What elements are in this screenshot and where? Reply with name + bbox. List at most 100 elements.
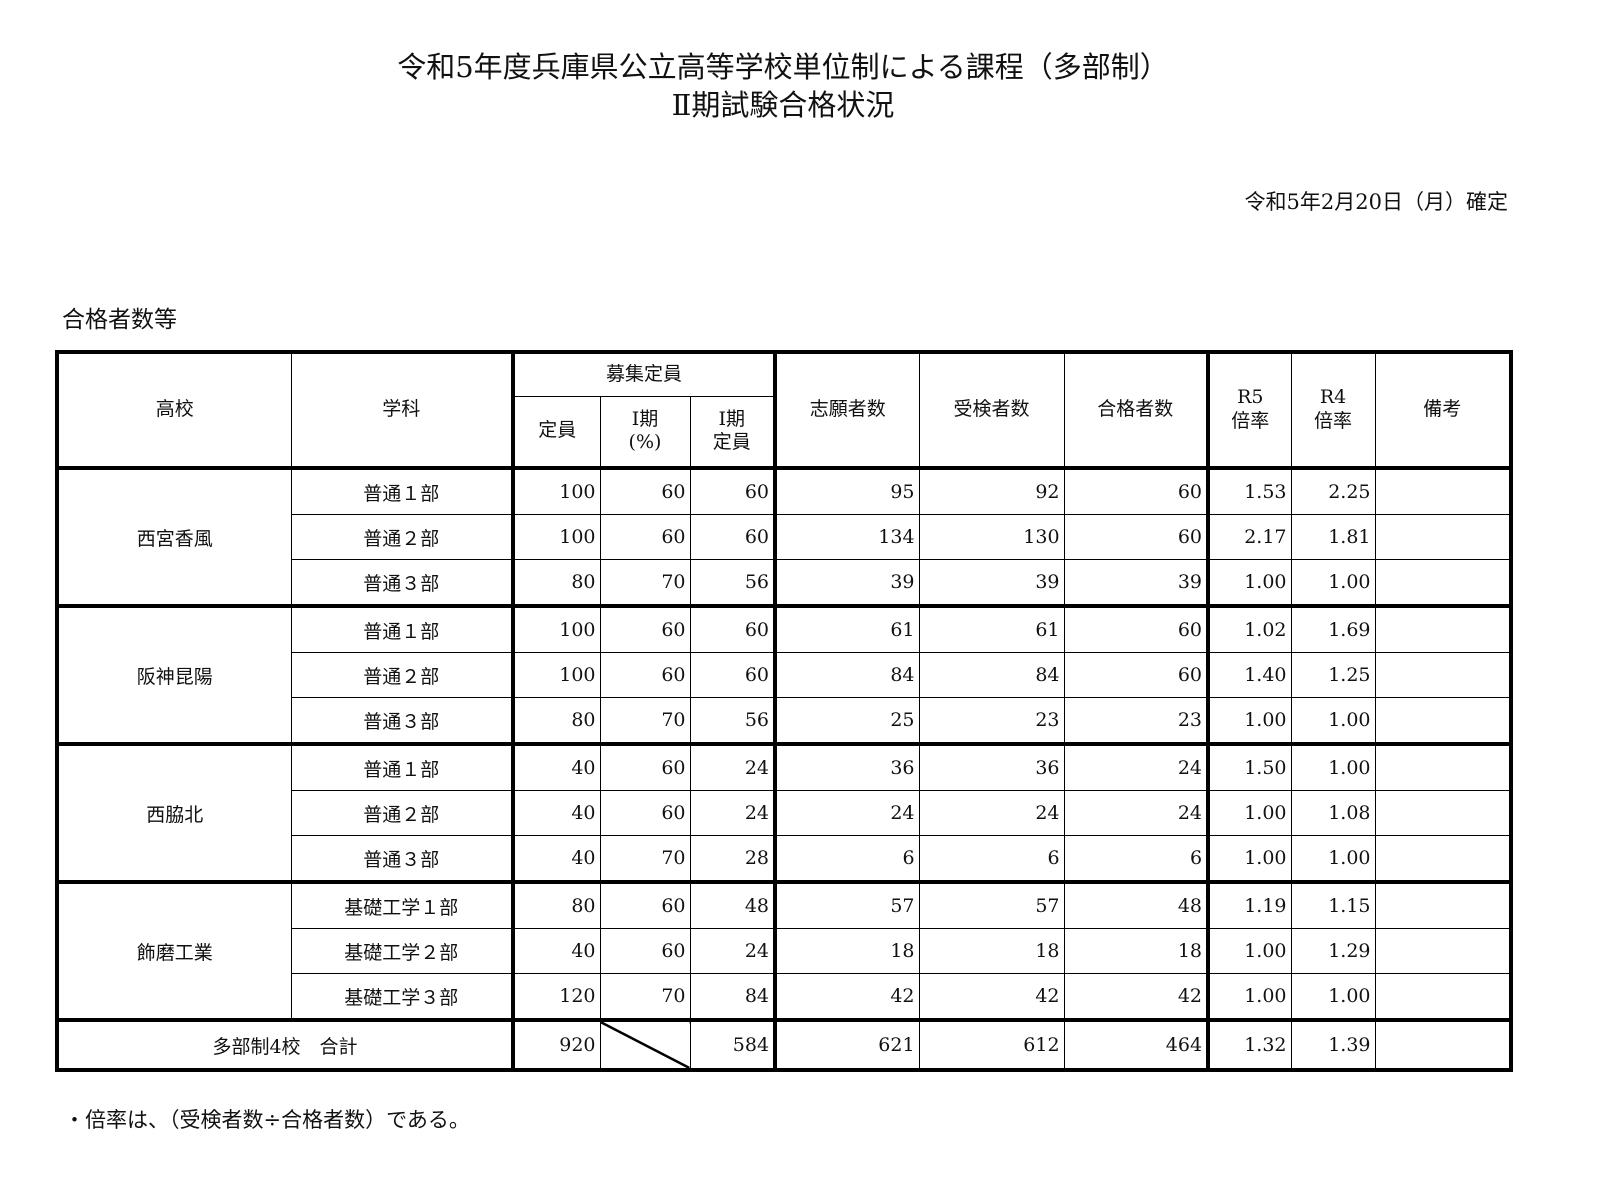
cell-remarks [1374, 652, 1512, 698]
cell-passed: 42 [1063, 973, 1209, 1021]
cell-r5: 1.50 [1206, 742, 1292, 791]
table-row: 普通３部 80 70 56 39 39 39 1.00 1.00 [57, 559, 1512, 607]
cell-cap1: 60 [689, 604, 776, 653]
cell-remarks [1374, 880, 1512, 929]
cell-cap1: 60 [689, 514, 776, 560]
header-r4-ratio: R4 倍率 [1290, 351, 1376, 469]
table-row: 普通２部 100 60 60 84 84 60 1.40 1.25 [57, 652, 1512, 698]
cell-cap1: 24 [689, 928, 776, 974]
cell-examinees: 42 [918, 973, 1065, 1021]
cell-examinees: 61 [918, 604, 1065, 653]
cell-r4: 2.25 [1290, 466, 1376, 515]
cell-r5: 2.17 [1206, 514, 1292, 560]
cell-cap1: 56 [689, 697, 776, 745]
header-phase1-capacity: Ⅰ期 定員 [689, 395, 776, 470]
cell-capacity: 40 [511, 835, 601, 883]
cell-remarks [1374, 514, 1512, 560]
header-r5-ratio: R5 倍率 [1206, 351, 1292, 469]
cell-pct: 60 [599, 514, 691, 560]
cell-applicants: 36 [773, 742, 920, 791]
cell-capacity: 120 [511, 973, 601, 1021]
cell-applicants: 6 [773, 835, 920, 883]
total-passed: 464 [1063, 1018, 1209, 1071]
table-row: 西宮香風 普通１部 100 60 60 95 92 60 1.53 2.25 [56, 466, 1512, 607]
cell-capacity: 40 [511, 742, 601, 791]
cell-pct: 70 [599, 835, 691, 883]
cell-remarks [1374, 742, 1512, 791]
header-capacity: 定員 [511, 395, 601, 470]
header-school: 高校 [56, 351, 292, 469]
cell-r4: 1.81 [1290, 514, 1376, 560]
table-row: 普通３部 80 70 56 25 23 23 1.00 1.00 [57, 697, 1512, 745]
total-r4: 1.39 [1290, 1018, 1376, 1071]
cell-passed: 60 [1063, 466, 1209, 515]
cell-capacity: 100 [511, 514, 601, 560]
total-pct-slash [599, 1018, 691, 1071]
header-remarks: 備考 [1374, 351, 1512, 469]
cell-capacity: 100 [511, 652, 601, 698]
cell-r5: 1.19 [1206, 880, 1292, 929]
cell-remarks [1374, 928, 1512, 974]
cell-cap1: 28 [689, 835, 776, 883]
course-name: 普通３部 [290, 559, 514, 607]
cell-cap1: 24 [689, 790, 776, 836]
total-cap1: 584 [689, 1018, 776, 1071]
cell-r5: 1.00 [1206, 559, 1292, 607]
cell-passed: 6 [1063, 835, 1209, 883]
course-name: 普通３部 [290, 697, 514, 745]
cell-passed: 39 [1063, 559, 1209, 607]
cell-r5: 1.00 [1206, 928, 1292, 974]
results-table: 高校 学科 募集定員 志願者数 受検者数 合格者数 R5 倍率 R4 倍率 備考 定… [55, 350, 1514, 1072]
cell-pct: 60 [599, 790, 691, 836]
course-name: 基礎工学１部 [290, 880, 514, 929]
cell-applicants: 18 [773, 928, 920, 974]
cell-r4: 1.08 [1290, 790, 1376, 836]
header-passed: 合格者数 [1063, 351, 1209, 469]
document-subtitle: Ⅱ期試験合格状況 [671, 88, 895, 122]
cell-r5: 1.00 [1206, 790, 1292, 836]
cell-applicants: 24 [773, 790, 920, 836]
cell-capacity: 80 [511, 559, 601, 607]
table-row: 飾磨工業 基礎工学１部 80 60 48 57 57 48 1.19 1.15 [56, 880, 1512, 1021]
cell-passed: 60 [1063, 514, 1209, 560]
cell-pct: 60 [599, 652, 691, 698]
header-applicants: 志願者数 [773, 351, 920, 469]
cell-capacity: 100 [511, 466, 601, 515]
cell-cap1: 60 [689, 466, 776, 515]
cell-r5: 1.53 [1206, 466, 1292, 515]
cell-cap1: 24 [689, 742, 776, 791]
cell-r5: 1.00 [1206, 835, 1292, 883]
table-row: 阪神昆陽 普通１部 100 60 60 61 61 60 1.02 1.69 [56, 604, 1512, 745]
cell-pct: 70 [599, 973, 691, 1021]
cell-remarks [1374, 835, 1512, 883]
header-examinees: 受検者数 [918, 351, 1065, 469]
cell-r4: 1.69 [1290, 604, 1376, 653]
total-row: 多部制4校 合計 920 584 621 612 464 1.32 1.39 [56, 1018, 1512, 1071]
course-name: 普通２部 [290, 652, 514, 698]
cell-capacity: 40 [511, 790, 601, 836]
cell-capacity: 80 [511, 697, 601, 745]
cell-cap1: 56 [689, 559, 776, 607]
course-name: 普通１部 [290, 742, 514, 791]
cell-r4: 1.00 [1290, 559, 1376, 607]
confirmed-date: 令和5年2月20日（月）確定 [1244, 190, 1508, 214]
cell-examinees: 39 [918, 559, 1065, 607]
cell-applicants: 61 [773, 604, 920, 653]
cell-r4: 1.00 [1290, 835, 1376, 883]
cell-pct: 60 [599, 928, 691, 974]
cell-r4: 1.15 [1290, 880, 1376, 929]
header-course: 学科 [290, 351, 514, 469]
cell-cap1: 60 [689, 652, 776, 698]
cell-examinees: 24 [918, 790, 1065, 836]
school-name: 飾磨工業 [56, 880, 292, 1021]
section-title: 合格者数等 [62, 307, 177, 333]
cell-applicants: 25 [773, 697, 920, 745]
cell-r4: 1.25 [1290, 652, 1376, 698]
table-row: 普通２部 100 60 60 134 130 60 2.17 1.81 [57, 514, 1512, 560]
total-remarks [1374, 1018, 1512, 1071]
cell-examinees: 92 [918, 466, 1065, 515]
cell-capacity: 100 [511, 604, 601, 653]
cell-pct: 60 [599, 604, 691, 653]
cell-r4: 1.29 [1290, 928, 1376, 974]
cell-r5: 1.02 [1206, 604, 1292, 653]
